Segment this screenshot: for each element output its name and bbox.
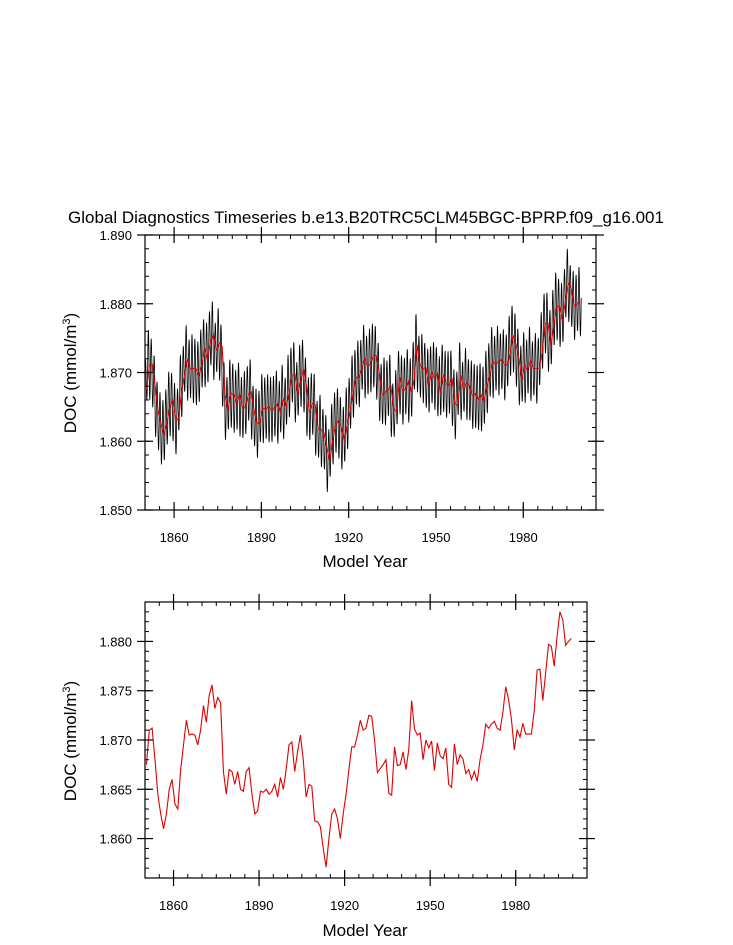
top-axes: 1860 1890 1920 1950 1980 1.850 1.860 1.870 1.880… (99, 227, 604, 545)
bottom-y-axis-title-sup: 3 (61, 686, 73, 692)
bottom-x-tick-label: 1890 (245, 898, 274, 913)
top-annual-line-group (145, 281, 581, 462)
top-monthly-line-group (144, 248, 582, 493)
bottom-y-tick-label: 1.860 (99, 832, 132, 847)
top-y-axis-title-main: DOC (mmol/m (61, 325, 80, 434)
bottom-panel: 1860 1890 1920 1950 1980 1.860 1.865 1.870 1.875… (61, 594, 595, 940)
bottom-annual-line-group (145, 611, 572, 868)
bottom-x-tick-label: 1950 (416, 898, 445, 913)
top-annual-series-line (145, 281, 581, 462)
top-x-tick-label: 1890 (247, 530, 276, 545)
bottom-plot-frame (144, 601, 588, 879)
top-y-tick-label: 1.850 (99, 503, 132, 518)
bottom-annual-series-line (145, 611, 572, 868)
bottom-y-axis-title-main: DOC (mmol/m (61, 693, 80, 802)
bottom-y-tick-label: 1.875 (99, 684, 132, 699)
bottom-axes: 1860 1890 1920 1950 1980 1.860 1.865 1.870 1.875… (99, 594, 595, 913)
bottom-y-tick-label: 1.865 (99, 782, 132, 797)
top-x-tick-label: 1980 (509, 530, 538, 545)
top-panel: 1860 1890 1920 1950 1980 1.850 1.860 1.870 1.880… (61, 227, 604, 571)
bottom-y-tick-label: 1.880 (99, 634, 132, 649)
top-x-tick-label: 1920 (334, 530, 363, 545)
chart-title: Global Diagnostics Timeseries b.e13.B20T… (68, 208, 664, 227)
top-y-axis-title-close: ) (61, 313, 80, 319)
top-y-axis-title: DOC (mmol/m3) (61, 313, 80, 433)
top-y-axis-title-sup: 3 (61, 318, 73, 324)
bottom-y-axis-title-close: ) (61, 681, 80, 687)
top-y-tick-label: 1.890 (99, 228, 132, 243)
bottom-x-tick-label: 1860 (159, 898, 188, 913)
top-y-tick-label: 1.880 (99, 297, 132, 312)
bottom-x-tick-label: 1980 (501, 898, 530, 913)
top-x-tick-label: 1860 (160, 530, 189, 545)
top-y-tick-label: 1.870 (99, 366, 132, 381)
bottom-y-tick-label: 1.870 (99, 733, 132, 748)
bottom-x-axis-title: Model Year (322, 921, 407, 940)
bottom-y-axis-title: DOC (mmol/m3) (61, 681, 80, 801)
top-x-tick-label: 1950 (422, 530, 451, 545)
top-y-tick-label: 1.860 (99, 434, 132, 449)
top-x-axis-title: Model Year (322, 552, 407, 571)
bottom-x-tick-label: 1920 (330, 898, 359, 913)
top-monthly-series-line (144, 248, 582, 493)
